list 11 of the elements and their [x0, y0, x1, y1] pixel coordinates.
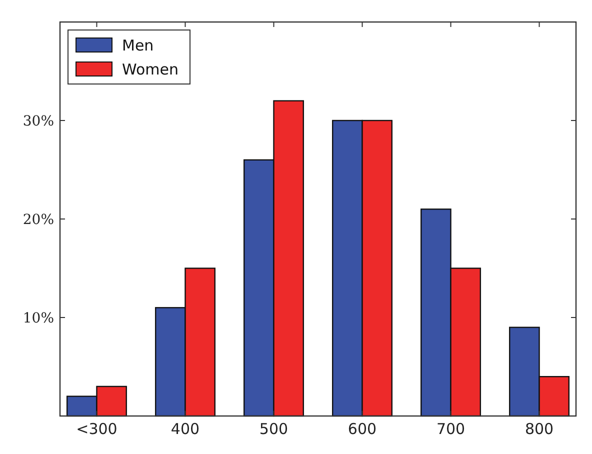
x-tick-label: 700: [436, 420, 466, 438]
legend-label: Women: [122, 60, 178, 78]
y-tick-label: 30%: [22, 113, 54, 130]
x-tick-label: 500: [259, 420, 288, 438]
x-tick-label: 400: [170, 420, 200, 438]
x-tick-label: <300: [76, 420, 118, 438]
x-tick-label: 600: [348, 420, 377, 438]
x-tick-label: 800: [524, 420, 554, 438]
y-tick-label: 10%: [22, 310, 54, 326]
y-tick-label: 20%: [22, 212, 54, 228]
legend-label: Men: [122, 36, 154, 54]
